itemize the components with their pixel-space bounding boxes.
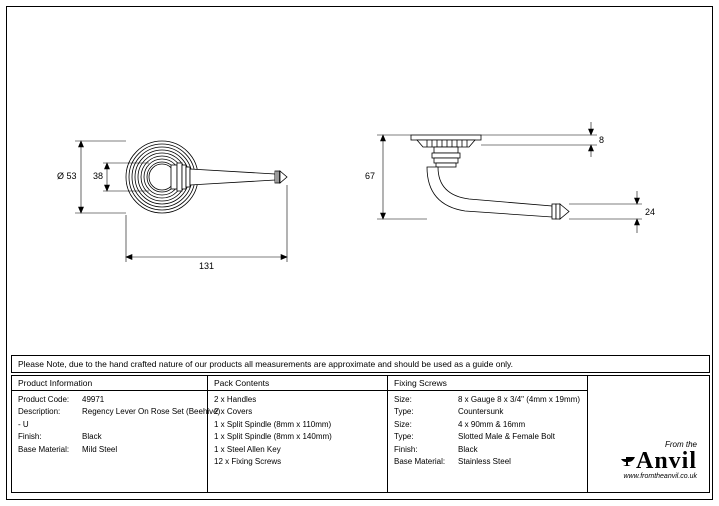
brand-logo: From the Anvil www.fromtheanvil.co.uk — [620, 441, 697, 480]
fixing-screws-header: Fixing Screws — [388, 376, 587, 391]
side-rose-plate — [411, 135, 481, 140]
pack-item: 1 x Split Spindle (8mm x 140mm) — [214, 431, 381, 443]
lever-boss — [171, 165, 177, 189]
pack-item: 12 x Fixing Screws — [214, 456, 381, 468]
lever-tip — [280, 171, 287, 183]
code-value: 49971 — [82, 395, 104, 404]
finish-label: Finish: — [18, 431, 82, 443]
side-boss — [434, 147, 458, 153]
side-boss — [434, 158, 458, 163]
desc-label: Description: — [18, 406, 82, 418]
product-info-column: Product Information Product Code:49971 D… — [12, 376, 208, 492]
dim-diameter: Ø 53 — [57, 171, 77, 181]
side-boss — [436, 163, 456, 167]
side-lever-end — [552, 204, 556, 219]
dim-length: 131 — [199, 261, 214, 271]
fixing-screws-body: Size:8 x Gauge 8 x 3/4" (4mm x 19mm) Typ… — [388, 391, 587, 492]
pack-item: 1 x Split Spindle (8mm x 110mm) — [214, 419, 381, 431]
technical-drawing: Ø 53 38 131 67 8 24 — [7, 7, 712, 347]
fs-size1-label: Size: — [394, 394, 458, 406]
note-box: Please Note, due to the hand crafted nat… — [11, 355, 710, 373]
dim-handle-h: 24 — [645, 207, 655, 217]
base-value: Mild Steel — [82, 445, 117, 454]
desc-value: Regency Lever On Rose Set (Beehive) — [82, 407, 220, 416]
lever-boss — [182, 165, 186, 189]
logo-url: www.fromtheanvil.co.uk — [620, 473, 697, 480]
fs-size2-value: 4 x 90mm & 16mm — [458, 420, 525, 429]
fs-base-value: Stainless Steel — [458, 457, 511, 466]
info-table: Product Information Product Code:49971 D… — [11, 375, 710, 493]
side-lever-neck — [427, 167, 552, 217]
side-boss — [432, 153, 460, 158]
logo-name: Anvil — [620, 449, 697, 473]
dim-height: 67 — [365, 171, 375, 181]
code-label: Product Code: — [18, 394, 82, 406]
fs-type1-label: Type: — [394, 406, 458, 418]
product-info-body: Product Code:49971 Description:Regency L… — [12, 391, 207, 492]
product-info-header: Product Information — [12, 376, 207, 391]
fs-finish-label: Finish: — [394, 444, 458, 456]
fs-type2-value: Slotted Male & Female Bolt — [458, 432, 555, 441]
base-label: Base Material: — [18, 444, 82, 456]
drawing-svg: Ø 53 38 131 67 8 24 — [7, 7, 714, 347]
side-lever-tip — [560, 204, 569, 219]
side-lever-end — [556, 204, 560, 219]
desc-suffix: - U — [18, 420, 29, 429]
lever-boss — [186, 167, 190, 187]
pack-item: 2 x Handles — [214, 394, 381, 406]
fs-base-label: Base Material: — [394, 456, 458, 468]
finish-value: Black — [82, 432, 102, 441]
fs-finish-value: Black — [458, 445, 478, 454]
pack-item: 2 x Covers — [214, 406, 381, 418]
dim-inner: 38 — [93, 171, 103, 181]
lever-body — [190, 169, 275, 185]
note-text: Please Note, due to the hand crafted nat… — [18, 359, 513, 369]
page-frame: Ø 53 38 131 67 8 24 Please Note, due to … — [6, 6, 713, 500]
side-rose-bevel — [417, 140, 475, 147]
pack-contents-column: Pack Contents 2 x Handles 2 x Covers 1 x… — [208, 376, 388, 492]
logo-column: From the Anvil www.fromtheanvil.co.uk — [588, 376, 709, 492]
fixing-screws-column: Fixing Screws Size:8 x Gauge 8 x 3/4" (4… — [388, 376, 588, 492]
fs-size2-label: Size: — [394, 419, 458, 431]
pack-contents-body: 2 x Handles 2 x Covers 1 x Split Spindle… — [208, 391, 387, 492]
fs-type1-value: Countersunk — [458, 407, 503, 416]
pack-item: 1 x Steel Allen Key — [214, 444, 381, 456]
fs-type2-label: Type: — [394, 431, 458, 443]
anvil-icon — [620, 452, 636, 468]
fs-size1-value: 8 x Gauge 8 x 3/4" (4mm x 19mm) — [458, 395, 580, 404]
pack-contents-header: Pack Contents — [208, 376, 387, 391]
lever-boss — [177, 163, 182, 191]
dim-topgap: 8 — [599, 135, 604, 145]
